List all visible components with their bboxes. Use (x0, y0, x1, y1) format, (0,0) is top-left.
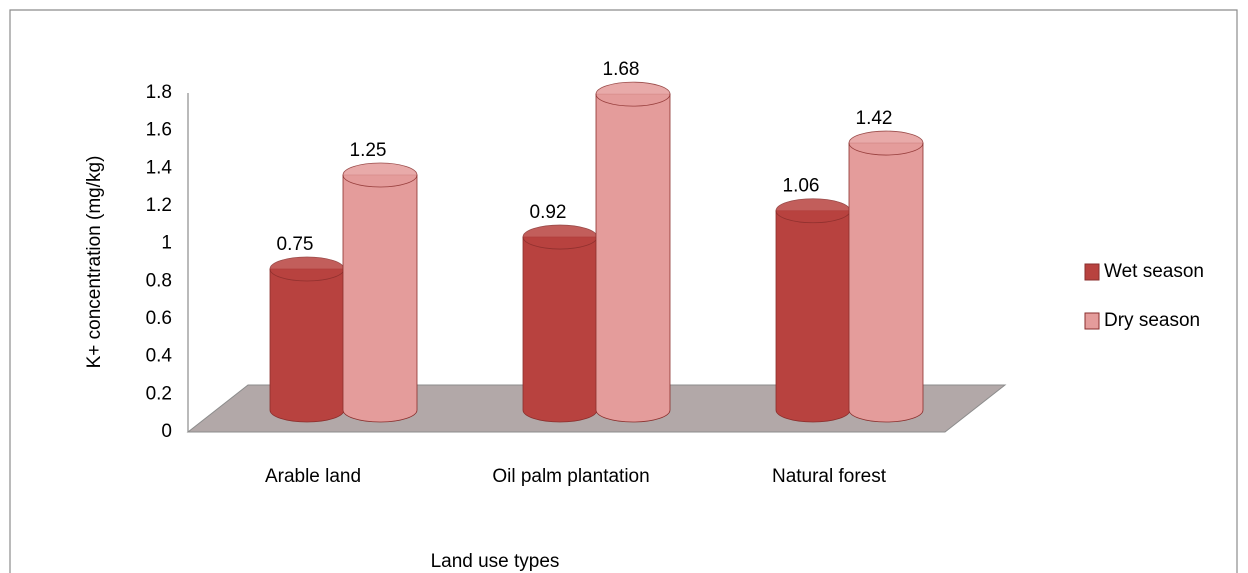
bar (342, 174, 418, 423)
legend-label: Dry season (1104, 310, 1200, 331)
y-tick-label: 1.4 (146, 157, 173, 178)
y-tick-label: 1.6 (146, 120, 172, 141)
bar-top (775, 198, 851, 224)
x-axis-label: Land use types (431, 551, 560, 572)
y-axis-label: K+ concentration (mg/kg) (84, 156, 105, 369)
y-tick-label: 0 (161, 421, 172, 442)
legend-swatch (1084, 312, 1100, 330)
bar-top (848, 130, 924, 156)
data-label: 1.25 (350, 140, 387, 161)
x-tick-label: Natural forest (772, 466, 887, 487)
bar-top (269, 256, 345, 282)
bar (848, 142, 924, 423)
y-tick-label: 1.2 (146, 195, 172, 216)
data-label: 1.68 (603, 59, 640, 80)
legend-swatch (1084, 263, 1100, 281)
bar-top (522, 224, 598, 250)
data-label: 1.42 (856, 108, 893, 129)
x-tick-label: Oil palm plantation (492, 466, 649, 487)
bar-top (595, 81, 671, 107)
bar (595, 93, 671, 423)
legend-label: Wet season (1104, 261, 1204, 282)
x-tick-label: Arable land (265, 466, 361, 487)
y-tick-label: 0.6 (146, 308, 172, 329)
bar (775, 210, 851, 423)
y-tick-label: 1 (161, 233, 172, 254)
bar (522, 236, 598, 423)
data-label: 0.75 (277, 234, 314, 255)
y-tick-label: 0.8 (146, 270, 172, 291)
data-label: 1.06 (783, 176, 820, 197)
data-label: 0.92 (530, 202, 567, 223)
y-tick-label: 0.4 (146, 346, 173, 367)
chart-frame (9, 9, 1238, 573)
y-tick-label: 1.8 (146, 82, 172, 103)
bar (269, 268, 345, 423)
y-tick-label: 0.2 (146, 383, 172, 404)
bar-top (342, 162, 418, 188)
